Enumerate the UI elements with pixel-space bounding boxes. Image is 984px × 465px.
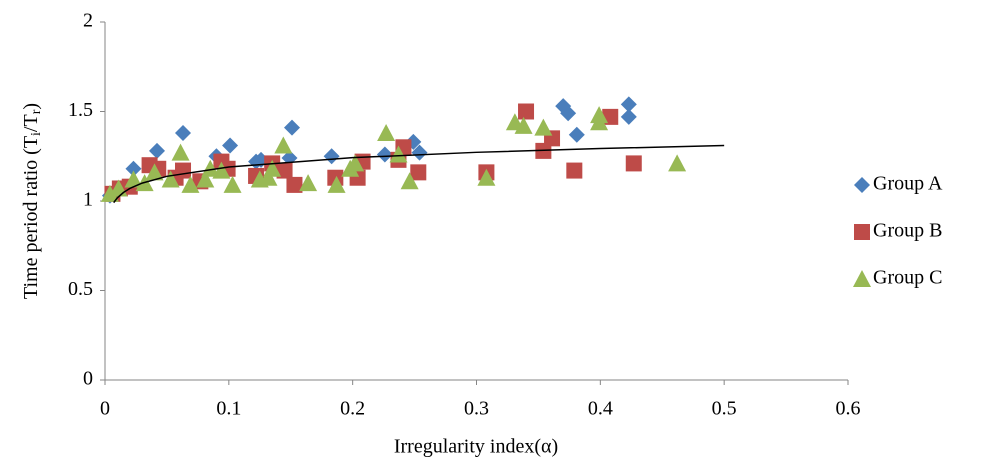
marker-triangle (346, 154, 365, 172)
marker-diamond (568, 126, 585, 143)
marker-triangle (181, 175, 200, 193)
x-tick-label: 0.3 (464, 398, 489, 420)
marker-diamond (560, 105, 577, 122)
y-label-part: ) (20, 103, 42, 110)
marker-triangle (590, 113, 609, 131)
marker-triangle (327, 175, 346, 193)
y-tick-label: 0.5 (68, 278, 93, 300)
marker-diamond (125, 160, 142, 177)
trendline (113, 144, 725, 204)
marker-diamond (376, 146, 393, 163)
marker-diamond (222, 137, 239, 154)
marker-diamond (175, 124, 192, 141)
marker-diamond (620, 108, 637, 125)
marker-square (518, 103, 535, 120)
marker-square (175, 162, 192, 179)
marker-triangle (477, 168, 496, 186)
marker-triangle (145, 163, 164, 181)
marker-triangle (514, 116, 533, 134)
marker-diamond (323, 148, 340, 165)
y-tick-label: 2 (83, 10, 93, 32)
x-tick-label: 0.5 (712, 398, 737, 420)
marker-triangle (274, 136, 293, 154)
marker-triangle (853, 270, 871, 287)
marker-triangle (668, 154, 687, 172)
x-axis-label: Irregularity index(α) (394, 436, 558, 458)
marker-triangle (400, 172, 419, 190)
x-tick-label: 0.6 (836, 398, 861, 420)
marker-diamond (854, 177, 870, 193)
marker-square (625, 155, 642, 172)
marker-triangle (534, 118, 553, 136)
marker-triangle (263, 159, 282, 177)
y-tick-label: 0 (83, 368, 93, 390)
y-axis-label: Time period ratio (Ti/Tr) (20, 103, 45, 299)
marker-triangle (201, 159, 220, 177)
y-label-part: /T (20, 114, 42, 132)
legend-label: Group C (873, 267, 942, 289)
y-tick-label: 1 (83, 189, 93, 211)
marker-triangle (161, 170, 180, 188)
marker-triangle (223, 175, 242, 193)
y-label-part: Time period ratio (T (20, 136, 42, 299)
y-tick-label: 1.5 (68, 99, 93, 121)
marker-square (854, 224, 870, 240)
x-tick-label: 0.2 (340, 398, 365, 420)
marker-square (286, 176, 303, 193)
marker-triangle (259, 168, 278, 186)
marker-square (566, 162, 583, 179)
marker-diamond (283, 119, 300, 136)
marker-triangle (171, 143, 190, 161)
marker-diamond (620, 96, 637, 113)
marker-triangle (100, 184, 119, 202)
legend-label: Group B (873, 220, 942, 242)
marker-diamond (411, 144, 428, 161)
x-tick-label: 0.4 (588, 398, 613, 420)
marker-triangle (299, 174, 318, 192)
marker-diamond (149, 142, 166, 159)
marker-triangle (389, 145, 408, 163)
marker-triangle (377, 123, 396, 141)
x-tick-label: 0 (100, 398, 110, 420)
x-tick-label: 0.1 (216, 398, 241, 420)
marker-triangle (196, 170, 215, 188)
legend-label: Group A (873, 173, 943, 195)
y-label-sub: i (29, 132, 44, 136)
y-label-sub: r (29, 109, 44, 114)
marker-triangle (124, 170, 143, 188)
marker-square (410, 164, 427, 181)
marker-triangle (212, 161, 231, 179)
marker-square (276, 162, 293, 179)
